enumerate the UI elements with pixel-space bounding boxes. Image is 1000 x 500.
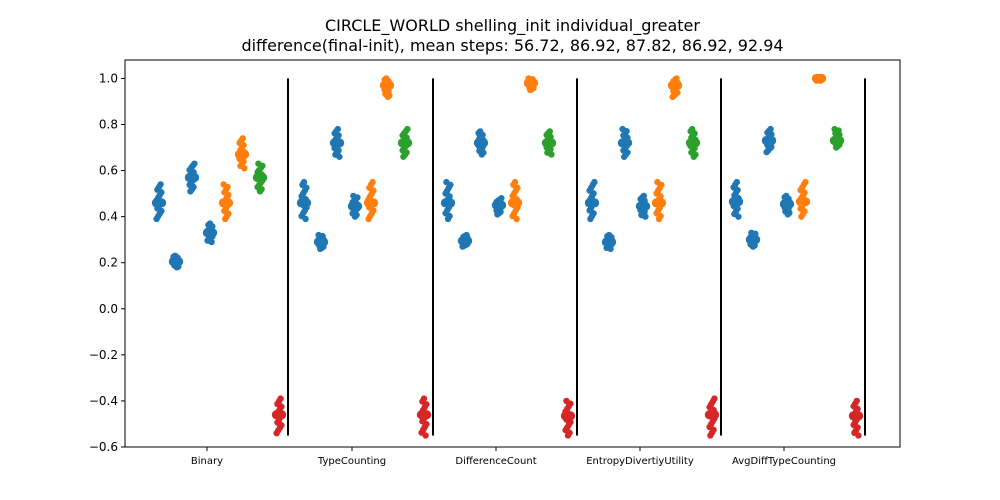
data-point-center bbox=[224, 198, 234, 208]
data-point-center bbox=[208, 228, 218, 238]
data-point bbox=[477, 128, 484, 135]
data-point bbox=[767, 125, 774, 133]
plot-frame bbox=[124, 59, 901, 448]
data-point bbox=[711, 395, 718, 402]
data-point-center bbox=[641, 201, 651, 211]
data-point bbox=[404, 125, 411, 133]
chart-title: CIRCLE_WORLD shelling_init individual_gr… bbox=[325, 16, 700, 36]
data-point-center bbox=[801, 197, 811, 207]
data-point-center bbox=[319, 237, 329, 247]
data-point bbox=[783, 192, 790, 200]
data-point bbox=[300, 178, 308, 186]
data-point-center bbox=[529, 78, 539, 88]
data-point bbox=[334, 125, 341, 133]
data-point-center bbox=[710, 410, 720, 420]
y-tick-label: −0.4 bbox=[89, 394, 118, 408]
data-point bbox=[831, 125, 838, 133]
data-point-center bbox=[369, 198, 379, 208]
data-point-center bbox=[422, 410, 432, 420]
data-point bbox=[733, 178, 740, 186]
data-point-center bbox=[854, 411, 864, 421]
data-point bbox=[220, 181, 227, 188]
x-tick-label: Binary bbox=[191, 456, 223, 467]
data-point bbox=[689, 125, 696, 133]
data-point-center bbox=[446, 198, 456, 208]
data-point-center bbox=[403, 138, 413, 148]
data-point-center bbox=[691, 138, 701, 148]
data-point bbox=[802, 178, 809, 186]
data-point-center bbox=[497, 200, 507, 210]
data-point bbox=[420, 395, 428, 402]
data-point-center bbox=[785, 199, 795, 209]
data-point-center bbox=[547, 138, 557, 148]
y-tick-label: 0.6 bbox=[99, 164, 118, 178]
x-tick-label: TypeCounting bbox=[317, 456, 386, 467]
chart-subtitle: difference(final-init), mean steps: 56.7… bbox=[241, 36, 783, 55]
data-point-center bbox=[751, 235, 761, 245]
data-point bbox=[591, 178, 598, 186]
data-point bbox=[654, 178, 661, 186]
data-point-center bbox=[277, 410, 287, 420]
data-point bbox=[206, 220, 214, 227]
data-point-center bbox=[240, 149, 250, 160]
data-point-center bbox=[463, 236, 473, 246]
data-point-center bbox=[385, 80, 395, 90]
y-tick-label: 0.2 bbox=[99, 256, 118, 270]
data-point-center bbox=[258, 172, 268, 183]
x-tick-label: EntropyDivertiyUtility bbox=[586, 456, 694, 467]
data-point-center bbox=[157, 198, 167, 208]
data-point bbox=[239, 135, 246, 142]
data-point-center bbox=[673, 80, 683, 90]
data-point-center bbox=[817, 73, 827, 84]
data-point bbox=[369, 178, 376, 186]
y-tick-label: 0.0 bbox=[99, 302, 118, 316]
data-point-center bbox=[566, 411, 576, 421]
data-point-center bbox=[479, 138, 489, 148]
data-point bbox=[157, 181, 164, 188]
data-point bbox=[853, 397, 860, 405]
data-point bbox=[563, 397, 570, 405]
data-point bbox=[443, 178, 450, 186]
data-point bbox=[511, 178, 519, 186]
data-point bbox=[498, 195, 505, 202]
data-point bbox=[640, 192, 647, 200]
y-tick-label: 1.0 bbox=[99, 71, 118, 85]
data-point-center bbox=[767, 136, 777, 146]
data-point-center bbox=[302, 198, 312, 208]
data-point-center bbox=[835, 136, 845, 146]
x-tick-label: DifferenceCount bbox=[455, 456, 536, 467]
data-point bbox=[383, 75, 390, 82]
y-axis: −0.6 −0.4 −0.2 0.0 0.2 0.4 0.6 0.8 1.0 bbox=[89, 71, 125, 454]
y-tick-label: 0.4 bbox=[99, 210, 118, 224]
data-point bbox=[191, 160, 198, 167]
data-point-center bbox=[190, 172, 200, 183]
data-point-center bbox=[335, 138, 345, 148]
data-point bbox=[277, 395, 284, 402]
data-point bbox=[673, 75, 680, 82]
y-tick-label: −0.6 bbox=[89, 440, 118, 454]
data-point bbox=[605, 231, 613, 239]
group-separators bbox=[287, 78, 866, 436]
data-point bbox=[255, 160, 262, 167]
data-point-center bbox=[657, 198, 667, 208]
data-point-center bbox=[353, 201, 363, 211]
y-tick-label: 0.8 bbox=[99, 118, 118, 132]
data-point bbox=[315, 231, 322, 239]
data-point-center bbox=[734, 197, 744, 207]
data-point-center bbox=[607, 237, 617, 247]
x-axis: Binary TypeCounting DifferenceCount Entropy… bbox=[191, 447, 836, 467]
data-point bbox=[546, 128, 553, 135]
data-point bbox=[619, 125, 626, 133]
x-tick-label: AvgDiffTypeCounting bbox=[732, 456, 836, 467]
data-point-center bbox=[623, 138, 633, 148]
data-point bbox=[350, 192, 357, 200]
data-point bbox=[748, 229, 755, 236]
data-point-center bbox=[590, 198, 600, 208]
data-points bbox=[151, 73, 864, 439]
data-point-center bbox=[513, 198, 523, 208]
y-tick-label: −0.2 bbox=[89, 348, 118, 362]
data-point-center bbox=[174, 256, 184, 267]
